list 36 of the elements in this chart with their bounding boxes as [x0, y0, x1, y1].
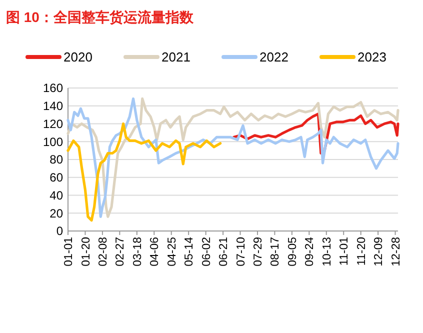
x-tick-label: 01-20: [80, 237, 92, 266]
chart-title: 图 10：全国整车货运流量指数: [6, 9, 194, 25]
x-tick-label: 06-21: [218, 237, 230, 266]
x-tick-label: 09-05: [286, 237, 299, 266]
x-tick-label: 08-17: [270, 237, 282, 266]
x-tick-label: 06-02: [200, 237, 213, 266]
x-tick-label: 10-13: [321, 237, 334, 266]
legend-label: 2021: [162, 50, 190, 65]
x-tick-label: 03-18: [132, 237, 144, 266]
x-tick-label: 05-14: [184, 236, 196, 266]
x-tick-label: 11-20: [356, 237, 368, 266]
y-tick-label: 20: [50, 206, 64, 220]
y-tick-label: 140: [42, 99, 64, 114]
y-tick-label: 160: [42, 81, 64, 96]
line-series: [66, 97, 400, 218]
x-tick-label: 09-24: [304, 236, 316, 266]
y-tick-label: 60: [50, 170, 64, 185]
y-tick-label: 120: [42, 116, 64, 131]
y-tick-label: 100: [42, 134, 64, 149]
x-tick-label: 04-06: [149, 237, 162, 266]
x-tick-label: 04-25: [166, 237, 178, 266]
x-tick-label: 07-10: [235, 237, 248, 266]
y-tick-label: 0: [56, 224, 64, 238]
x-tick-label: 01-01: [63, 237, 76, 266]
x-tick-label: 12-09: [373, 237, 386, 266]
y-tick-label: 80: [50, 152, 64, 167]
line-series: [66, 122, 222, 222]
legend-label: 2023: [358, 50, 386, 65]
y-tick-label: 40: [50, 188, 64, 202]
legend-label: 2022: [260, 50, 288, 65]
legend-label: 2020: [64, 50, 92, 65]
x-tick-label: 02-27: [114, 237, 127, 266]
x-tick-label: 11-01: [338, 237, 351, 266]
x-tick-label: 07-29: [252, 237, 265, 266]
x-tick-label: 02-08: [97, 237, 110, 266]
x-tick-label: 12-28: [390, 237, 402, 266]
